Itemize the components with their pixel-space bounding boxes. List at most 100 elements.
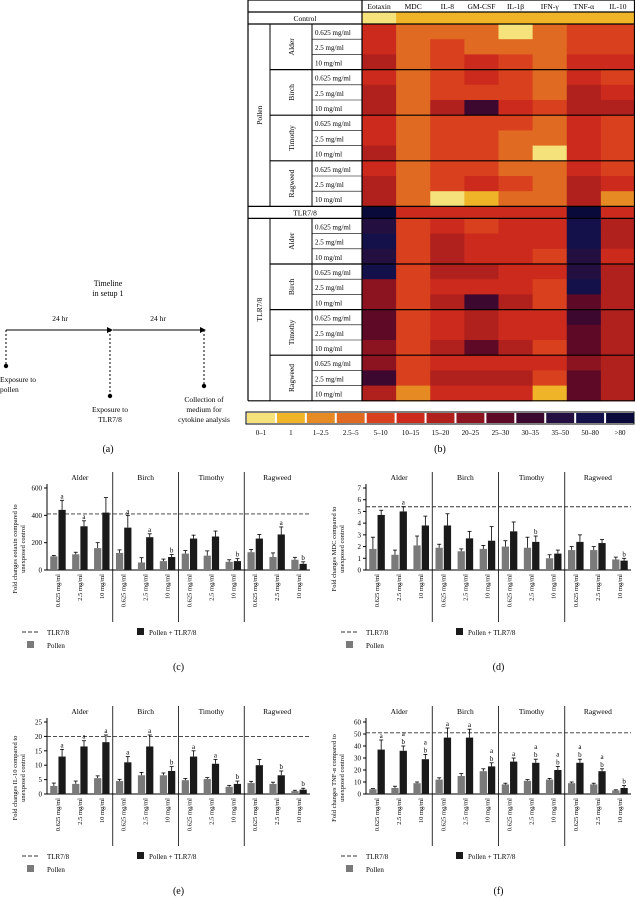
heatmap-cell-combined	[430, 340, 465, 356]
heatmap-cell-combined	[498, 370, 534, 387]
heatmap-cell-pollen	[600, 100, 635, 116]
heatmap-legend-swatch	[546, 413, 575, 423]
heatmap-cell-pollen	[396, 145, 431, 162]
heatmap-cell-pollen	[464, 84, 499, 101]
group-label: Birch	[137, 473, 154, 482]
legend-combined-label: Pollen + TLR7/8	[149, 853, 197, 861]
heatmap-column-header: IFN-γ	[541, 2, 560, 11]
x-tick-label: 10 mg/ml	[617, 798, 624, 823]
heatmap-cell-pollen	[600, 115, 635, 131]
heatmap-cell-pollen	[464, 130, 499, 147]
heatmap-cell-combined	[600, 370, 635, 387]
x-tick-label: 2.5 mg/ml	[462, 798, 469, 825]
x-tick-label: 2.5 mg/ml	[396, 798, 403, 825]
heatmap-cell-pollen	[464, 100, 499, 116]
significance-label: a	[280, 519, 284, 527]
significance-label: a	[490, 747, 494, 755]
y-tick-label: 20	[35, 733, 43, 741]
heatmap-legend-label: 10–15	[402, 429, 420, 437]
group-label: Birch	[137, 707, 154, 716]
heatmap-row-control: Control	[294, 14, 317, 23]
significance-label: a	[512, 750, 516, 758]
heatmap-cell-pollen	[532, 115, 568, 131]
x-tick-label: 0.625 mg/ml	[440, 574, 447, 607]
bar-pollen	[115, 781, 124, 794]
y-axis-label: unexposed control	[339, 754, 346, 802]
heatmap-cell-combined	[498, 218, 534, 235]
heatmap-pollen-label: Alder	[287, 38, 296, 56]
heatmap-dose-label: 10 mg/ml	[315, 345, 342, 353]
bar-pollen-tlr	[510, 531, 518, 570]
heatmap-dose-label: 2.5 mg/ml	[315, 181, 344, 189]
x-tick-label: 0.625 mg/ml	[507, 574, 514, 607]
heatmap-cell-pollen	[498, 69, 534, 86]
bar-pollen-tlr	[146, 746, 154, 794]
bar-pollen-tlr	[58, 756, 66, 794]
heatmap-cell-pollen	[464, 160, 499, 177]
bar-pollen	[247, 552, 255, 570]
heatmap-legend-label: 5–10	[374, 429, 389, 437]
heatmap-legend-swatch	[306, 413, 335, 423]
heatmap-cell-combined	[362, 248, 397, 265]
group-label: Timothy	[199, 707, 225, 716]
x-tick-label: 0.625 mg/ml	[186, 798, 193, 831]
heatmap-cell-pollen	[464, 145, 499, 162]
heatmap-dose-label: 0.625 mg/ml	[315, 120, 351, 128]
x-tick-label: 2.5 mg/ml	[143, 798, 150, 825]
heatmap-cell-pollen	[362, 69, 397, 86]
heatmap-cell-pollen	[430, 191, 465, 207]
bar-pollen	[479, 548, 487, 570]
bar-pollen-tlr	[124, 762, 132, 794]
y-tick-label: 25	[35, 719, 43, 727]
heatmap-cell-pollen	[498, 160, 534, 177]
bar-pollen-tlr	[299, 789, 307, 794]
heatmap-grid	[247, 0, 635, 402]
heatmap-cells	[362, 12, 635, 402]
significance-label: a	[82, 733, 86, 741]
heatmap-cell-pollen	[566, 24, 602, 40]
x-tick-label: 10 mg/ml	[99, 798, 106, 823]
group-label: Ragweed	[263, 707, 291, 716]
bar-pollen-tlr	[255, 538, 263, 570]
heatmap-legend-label: >80	[615, 429, 626, 437]
heatmap-cell-pollen	[532, 160, 568, 177]
significance-label: a	[468, 721, 472, 729]
x-tick-label: 0.625 mg/ml	[186, 574, 193, 607]
y-tick-label: 2	[358, 543, 362, 551]
significance-label: a	[424, 738, 428, 746]
bar-pollen-tlr	[554, 553, 562, 570]
heatmap-cell-pollen	[532, 69, 568, 86]
heatmap-cell-combined	[396, 233, 431, 250]
heatmap-cell-combined	[430, 279, 465, 295]
x-tick-label: 10 mg/ml	[484, 574, 491, 599]
bar-chart-tnfa: Fold changes TNF-α compared to unexposed …	[331, 706, 631, 897]
y-axis-label: Fold changes eotaxin compared to	[12, 504, 19, 593]
significance-label: a	[61, 492, 65, 500]
panel-label: (e)	[173, 886, 184, 897]
bar-pollen	[413, 783, 421, 794]
bar-pollen-tlr	[443, 525, 452, 570]
heatmap-cell-pollen	[464, 39, 499, 55]
heatmap-column-header: MDC	[405, 2, 422, 11]
heatmap-legend-label: 1–2.5	[313, 429, 329, 437]
y-tick-label: 40	[354, 743, 362, 751]
heatmap-cell-combined	[430, 324, 465, 341]
x-tick-label: 0.625 mg/ml	[252, 798, 259, 831]
y-tick-label: 0	[358, 791, 362, 799]
bar-pollen	[391, 554, 399, 570]
heatmap-cell-pollen	[600, 24, 635, 40]
bar-pollen-tlr	[189, 756, 198, 794]
x-tick-label: 2.5 mg/ml	[595, 798, 602, 825]
bar-pollen	[72, 554, 80, 570]
heatmap-pollen-label: Timothy	[287, 125, 296, 151]
heatmap-cell-combined	[532, 294, 568, 311]
bar-pollen	[501, 546, 510, 570]
heatmap-cell-pollen	[600, 69, 635, 86]
heatmap-cell-combined	[430, 370, 465, 387]
x-tick-label: 2.5 mg/ml	[143, 574, 150, 601]
bar-pollen-tlr	[233, 561, 242, 570]
bar-pollen	[159, 775, 168, 794]
bar-pollen	[269, 557, 277, 570]
heatmap-cell-combined	[362, 279, 397, 295]
bar-pollen-tlr	[487, 766, 496, 794]
